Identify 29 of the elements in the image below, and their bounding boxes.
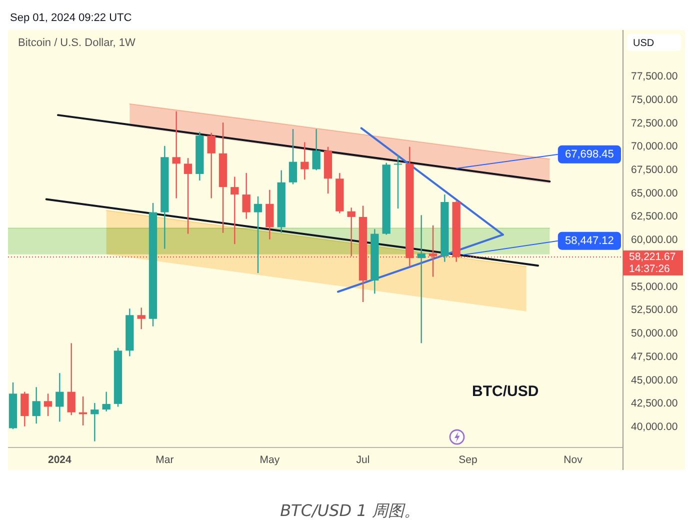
- y-tick-label: 67,500.00: [631, 164, 678, 176]
- y-tick-label: 62,500.00: [631, 210, 678, 223]
- chart-subtitle: Sep 01, 2024 09:22 UTC: [10, 12, 132, 24]
- y-tick-label: 42,500.00: [631, 398, 678, 410]
- x-tick-label: Mar: [156, 454, 174, 466]
- y-tick-label: 65,000.00: [631, 187, 678, 200]
- x-tick-label: Sep: [458, 454, 478, 466]
- y-tick-label: 60,000.00: [631, 234, 678, 246]
- x-tick-label: Jul: [356, 454, 370, 466]
- ref-line-label: 58,221.67 14:37:26: [629, 250, 676, 275]
- annotation: 58,447.12: [564, 234, 614, 247]
- text: Bitcoin / U.S. Dollar, 1W: [18, 36, 136, 49]
- y-axis-title: USD: [633, 38, 654, 49]
- y-tick-label: 70,000.00: [631, 140, 678, 153]
- y-tick-label: 40,000.00: [631, 421, 678, 434]
- y-tick-label: 75,000.00: [631, 94, 678, 106]
- y-tick-label: 77,500.00: [631, 70, 678, 83]
- y-tick-label: 45,000.00: [631, 374, 678, 386]
- y-tick-label: 47,500.00: [631, 350, 678, 363]
- text: BTC/USD 1 周图。: [280, 501, 420, 520]
- y-tick-label: 50,000.00: [631, 328, 678, 340]
- annotation: 67,698.45: [564, 148, 614, 160]
- x-tick-label: Nov: [564, 454, 584, 466]
- x-tick-label: 2024: [48, 454, 72, 466]
- x-tick-label: May: [260, 454, 280, 466]
- y-tick-label: 55,000.00: [631, 280, 678, 293]
- y-tick-label: 52,500.00: [631, 304, 678, 316]
- annotation: BTC/USD: [472, 382, 539, 400]
- y-tick-label: 72,500.00: [631, 117, 678, 130]
